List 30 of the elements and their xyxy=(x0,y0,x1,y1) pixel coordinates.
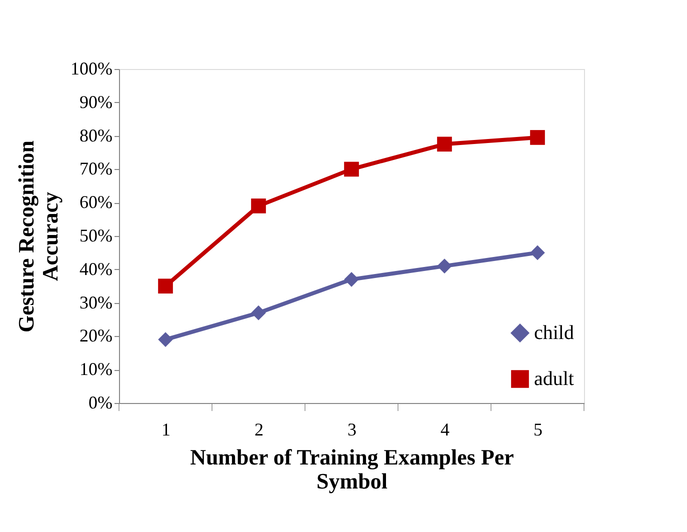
y-tick-label: 20% xyxy=(80,326,112,346)
point xyxy=(158,332,173,347)
point xyxy=(344,162,359,177)
y-tick-label: 80% xyxy=(80,125,112,146)
point xyxy=(344,272,359,287)
y-tick-label: 10% xyxy=(80,359,112,380)
y-tick-label: 60% xyxy=(80,192,112,212)
x-tick-label: 2 xyxy=(254,420,264,440)
y-tick-label: 30% xyxy=(80,292,112,312)
point xyxy=(251,305,266,320)
y-tick-label: 50% xyxy=(80,226,112,246)
point xyxy=(437,258,452,274)
point xyxy=(251,198,266,214)
y-axis-title: Gesture Recognition Accuracy xyxy=(14,140,63,333)
y-tick-label: 40% xyxy=(80,258,112,279)
x-tick-label: 5 xyxy=(534,420,542,440)
y-tick-label: 90% xyxy=(80,92,112,112)
legend-label: adult xyxy=(534,368,574,390)
y-tick-label: 70% xyxy=(80,158,112,179)
y-tick-label: 100% xyxy=(70,58,112,78)
point xyxy=(158,278,173,294)
point xyxy=(437,136,452,152)
x-axis-title: Number of Training Examples Per Symbol xyxy=(190,444,514,494)
point xyxy=(530,245,545,260)
x-tick-label: 3 xyxy=(348,420,356,440)
x-tick-label: 1 xyxy=(162,420,170,440)
point xyxy=(530,130,545,145)
y-tick-label: 0% xyxy=(88,392,112,412)
legend-label: child xyxy=(534,322,574,344)
x-tick-label: 4 xyxy=(440,420,450,440)
